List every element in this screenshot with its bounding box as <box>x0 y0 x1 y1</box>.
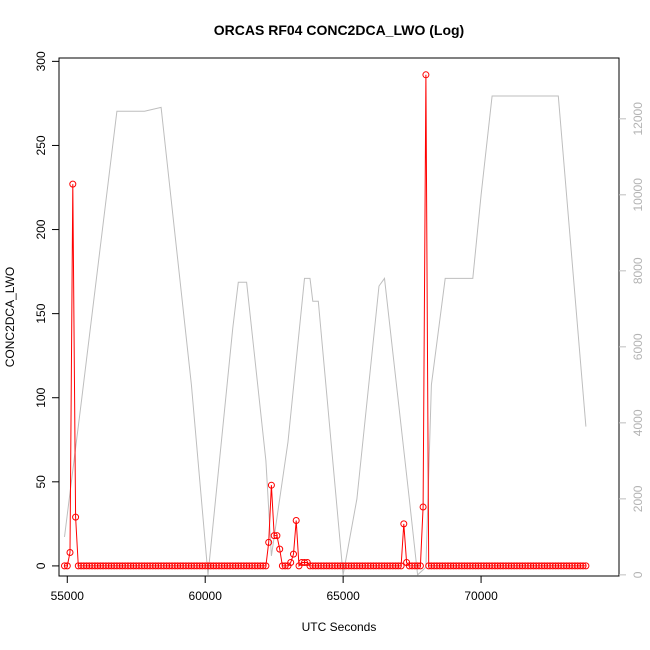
data-point <box>397 562 405 570</box>
data-point <box>72 513 80 521</box>
y2-tick-label: 2000 <box>631 485 645 512</box>
data-point <box>582 562 590 570</box>
y2-tick-label: 12000 <box>631 102 645 136</box>
data-point <box>290 550 297 558</box>
data-point <box>61 562 68 570</box>
data-point <box>265 538 273 546</box>
data-point <box>416 562 424 570</box>
data-point <box>259 562 267 570</box>
y2-tick-label: 8000 <box>631 257 645 284</box>
y-axis: 0 50 100 150 200 250 300 <box>34 51 59 569</box>
y-tick-label: 50 <box>34 475 48 489</box>
plot-frame <box>58 57 620 577</box>
data-point <box>400 520 408 528</box>
data-point <box>301 559 308 566</box>
y2-tick-label: 0 <box>631 571 645 578</box>
data-point <box>69 180 77 188</box>
y-tick-label: 300 <box>34 51 48 71</box>
y2-tick-label: 6000 <box>631 333 645 360</box>
y2-tick-label: 10000 <box>631 178 645 212</box>
y-tick-label: 150 <box>34 303 48 323</box>
primary-series-group <box>61 71 590 570</box>
data-point <box>270 532 278 540</box>
data-point <box>267 481 275 489</box>
secondary-y-axis: 0 2000 4000 6000 8000 10000 12000 <box>619 102 645 578</box>
y-tick-label: 0 <box>34 562 48 569</box>
secondary-series-line <box>64 95 587 576</box>
y-axis-label: CONC2DCA_LWO <box>3 267 17 367</box>
y-tick-label: 250 <box>34 135 48 155</box>
x-tick-label: 55000 <box>51 589 85 603</box>
data-point <box>419 503 427 511</box>
x-axis-label: UTC Seconds <box>302 620 377 634</box>
x-tick-label: 60000 <box>189 589 223 603</box>
data-point <box>262 562 270 570</box>
data-point <box>292 517 300 524</box>
data-point <box>276 545 284 553</box>
x-tick-label: 65000 <box>326 589 360 603</box>
chart-title: ORCAS RF04 CONC2DCA_LWO (Log) <box>214 22 464 38</box>
secondary-series-group <box>64 95 587 576</box>
data-point <box>287 559 295 566</box>
data-point <box>579 562 587 570</box>
data-point <box>422 71 430 79</box>
data-point <box>414 562 422 570</box>
y2-tick-label: 4000 <box>631 409 645 436</box>
primary-series-line <box>64 74 586 568</box>
data-point <box>273 532 281 540</box>
y-tick-label: 200 <box>34 219 48 239</box>
data-point <box>63 562 71 570</box>
data-point <box>66 549 74 556</box>
x-tick-label: 70000 <box>464 589 498 603</box>
data-point <box>394 562 402 570</box>
data-point <box>281 562 289 570</box>
y-tick-label: 100 <box>34 387 48 407</box>
x-axis: 55000 60000 65000 70000 <box>51 576 498 603</box>
